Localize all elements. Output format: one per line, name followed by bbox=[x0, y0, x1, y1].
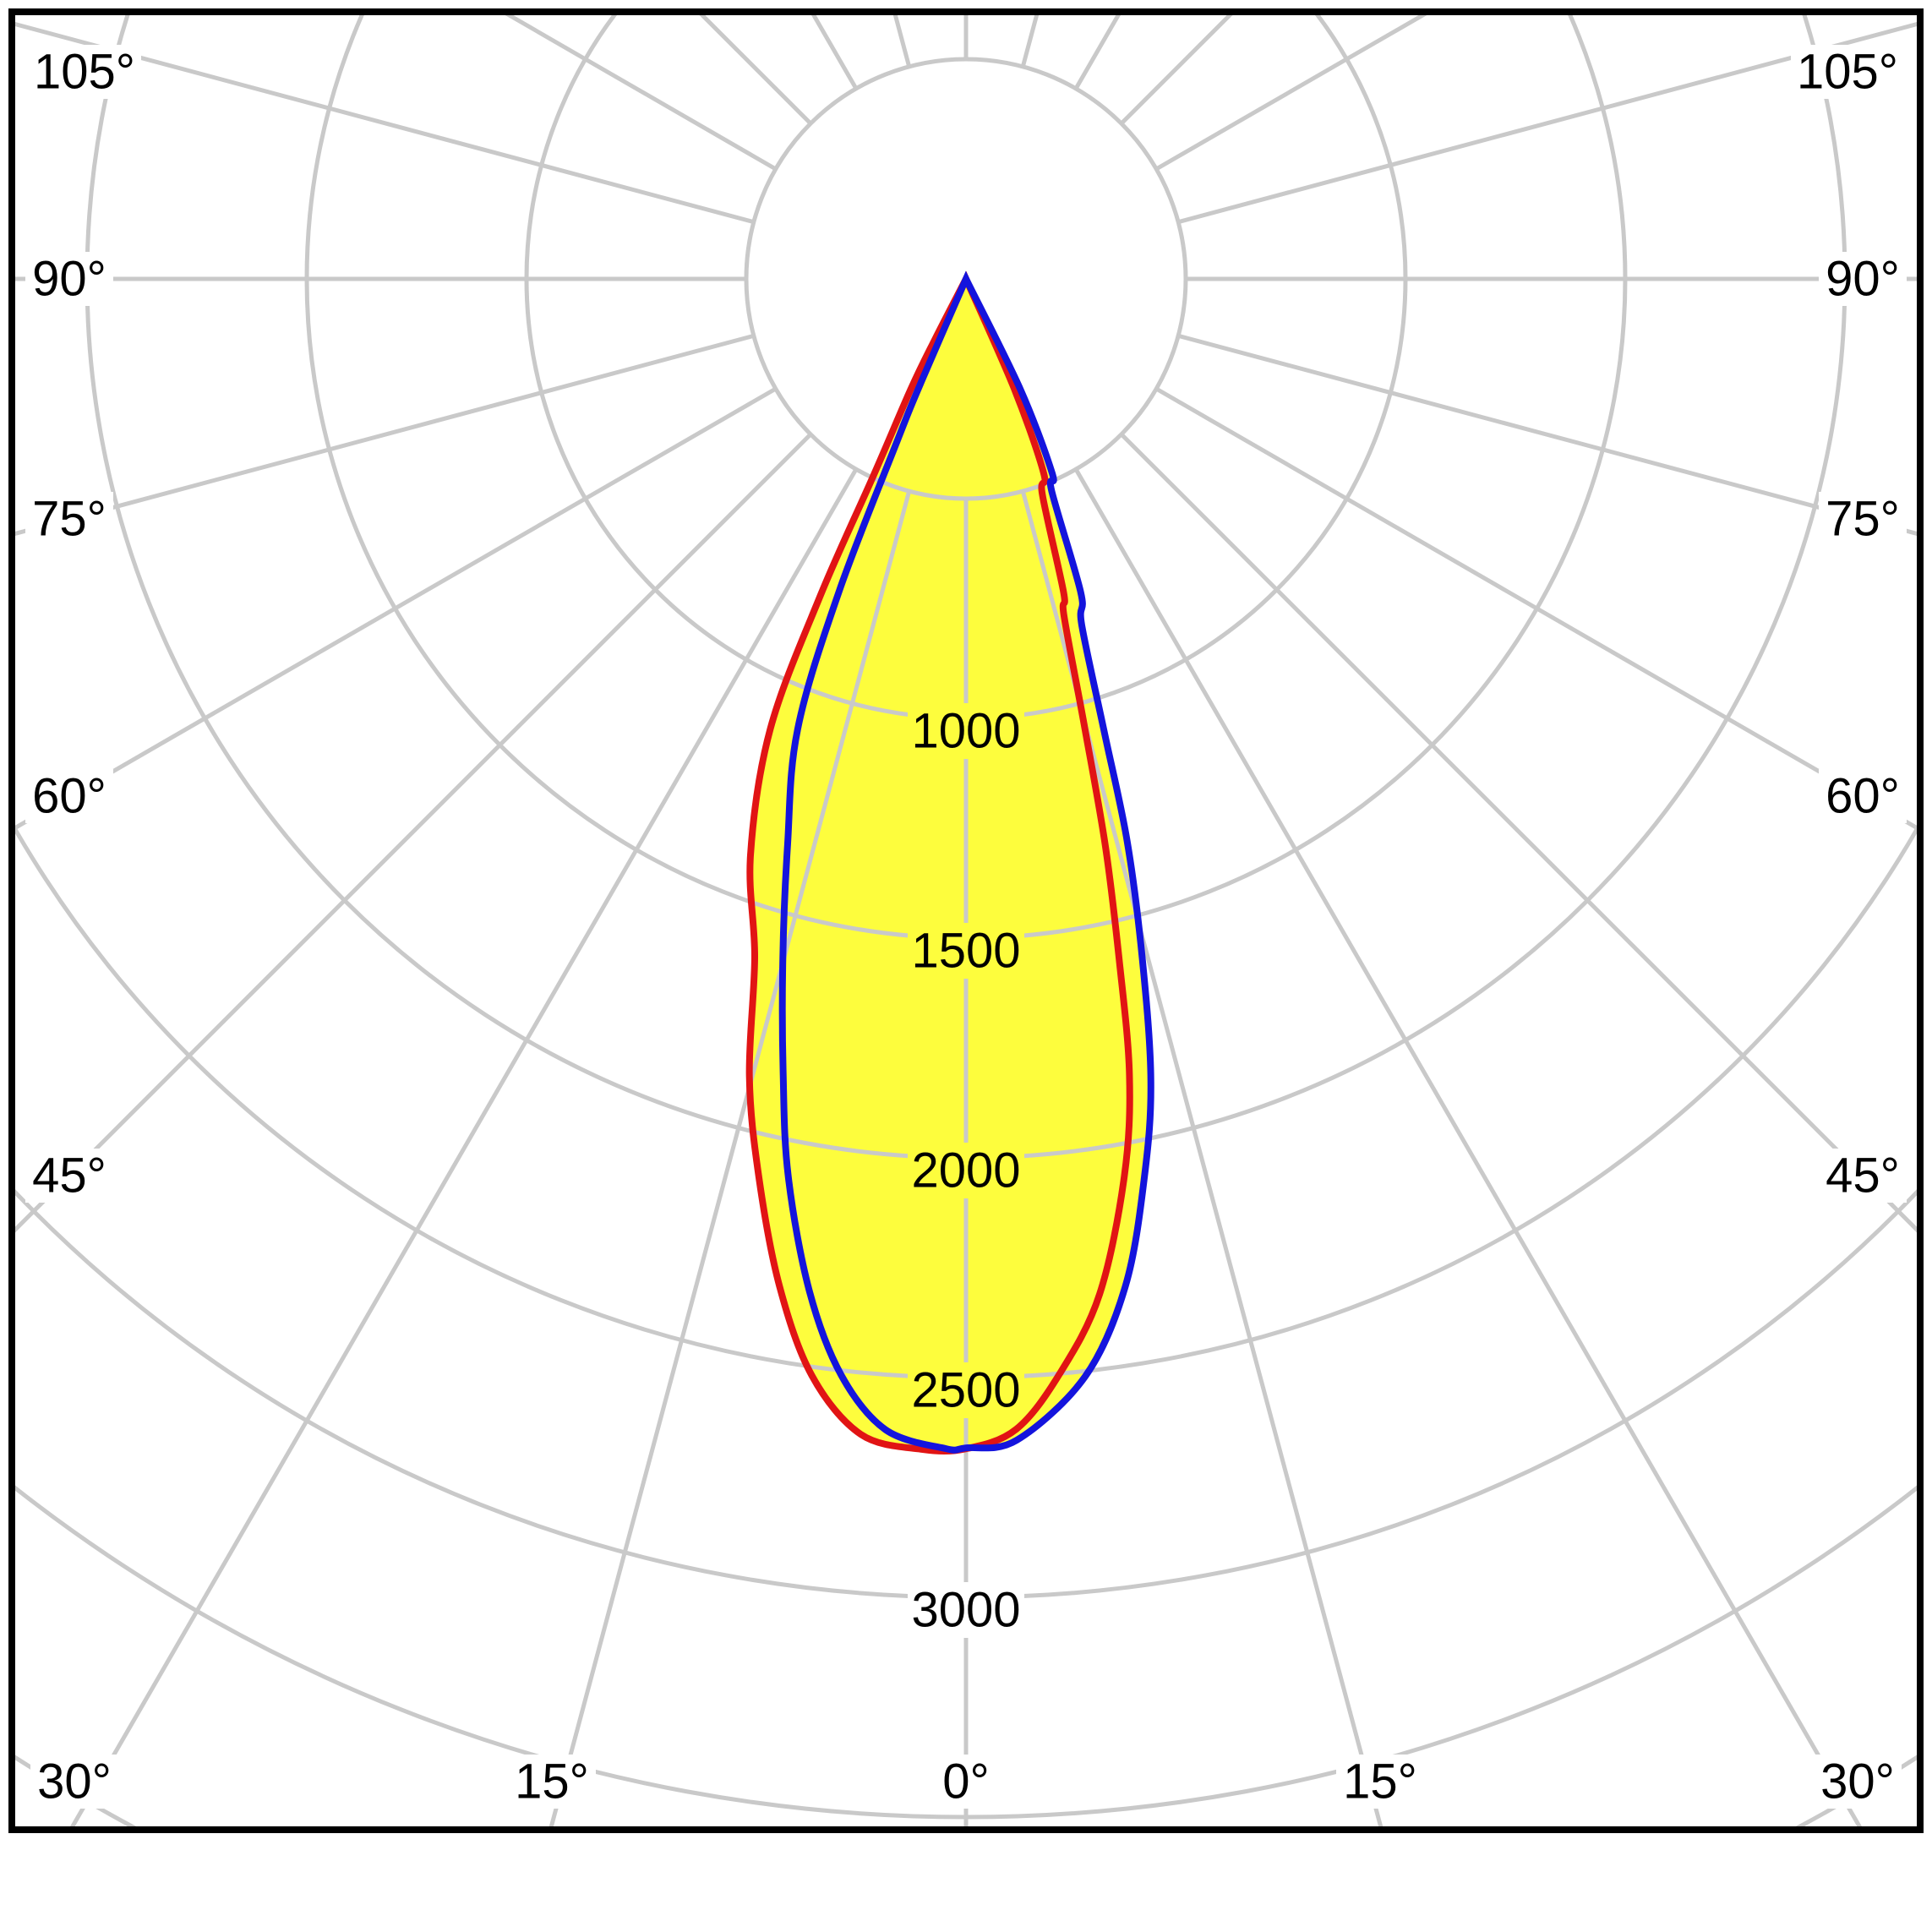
angle-label-halo bbox=[1814, 1755, 1902, 1809]
angle-label: 105° bbox=[34, 45, 135, 100]
angle-label: 75° bbox=[1826, 492, 1900, 547]
angle-label: 30° bbox=[37, 1755, 112, 1809]
angle-label: 75° bbox=[32, 492, 106, 547]
grid-ray-15 bbox=[1020, 490, 1384, 1826]
angle-label-halo bbox=[1791, 45, 1904, 99]
angle-label: 45° bbox=[32, 1149, 106, 1203]
angle-label-halo bbox=[1336, 1755, 1424, 1809]
grid-ray-285 bbox=[15, 333, 755, 537]
grid-ray-75 bbox=[1177, 333, 1917, 537]
radial-value-label: 3000 bbox=[911, 1583, 1020, 1638]
angle-label-halo bbox=[1819, 252, 1907, 306]
angle-label-halo bbox=[25, 252, 113, 306]
radial-value-label: 1500 bbox=[911, 924, 1020, 979]
radial-value-label: 1000 bbox=[911, 704, 1020, 759]
grid-ray-315 bbox=[15, 433, 812, 1233]
angle-label: 0° bbox=[942, 1755, 989, 1809]
grid-ray-30 bbox=[1073, 467, 1863, 1826]
angle-label: 45° bbox=[1826, 1149, 1900, 1203]
angle-label-halo bbox=[508, 1755, 596, 1809]
angle-label: 15° bbox=[1343, 1755, 1417, 1809]
angle-label: 30° bbox=[1820, 1755, 1895, 1809]
curve-blue bbox=[778, 270, 1154, 1454]
grid-ray-330 bbox=[69, 467, 859, 1826]
value-label-halo bbox=[908, 1362, 1024, 1418]
grid-ray-255 bbox=[15, 21, 755, 225]
radial-value-labels: 1000 1500 2000 2500 3000 bbox=[908, 703, 1024, 1638]
radial-value-label: 2000 bbox=[911, 1143, 1020, 1198]
intensity-curves bbox=[745, 270, 1154, 1455]
angle-label-halo bbox=[1819, 492, 1907, 546]
grid-ray-45 bbox=[1120, 433, 1917, 1233]
angle-label: 105° bbox=[1797, 45, 1898, 100]
grid-ray-60 bbox=[1154, 386, 1917, 831]
value-label-halo bbox=[908, 703, 1024, 759]
angle-label-halo bbox=[30, 1755, 118, 1809]
grid-ray-345 bbox=[548, 490, 912, 1826]
angle-label-halo bbox=[1819, 1149, 1907, 1203]
radial-value-label: 2500 bbox=[911, 1363, 1020, 1418]
angle-label: 60° bbox=[1826, 769, 1900, 824]
angle-label: 90° bbox=[1826, 252, 1900, 307]
angle-label-halo bbox=[1819, 769, 1907, 823]
angle-label-halo bbox=[28, 45, 141, 99]
angle-label: 90° bbox=[32, 252, 106, 307]
value-label-halo bbox=[908, 923, 1024, 979]
angle-label-halo bbox=[935, 1755, 997, 1809]
angle-label-halo bbox=[25, 1149, 113, 1203]
value-label-halo bbox=[908, 1582, 1024, 1638]
angle-label: 15° bbox=[515, 1755, 589, 1809]
grid-ray-105 bbox=[1177, 21, 1917, 225]
grid-ray-300 bbox=[15, 386, 778, 831]
value-label-halo bbox=[908, 1143, 1024, 1198]
angle-label: 60° bbox=[32, 769, 106, 824]
chart-frame bbox=[8, 8, 1924, 1833]
angle-label-halo bbox=[25, 769, 113, 823]
angle-labels: 105° 105° 90° 90° 75° 75° 60° 60° 45° 45° 30° 15° 0°… bbox=[25, 45, 1907, 1809]
angle-label-halo bbox=[25, 492, 113, 546]
